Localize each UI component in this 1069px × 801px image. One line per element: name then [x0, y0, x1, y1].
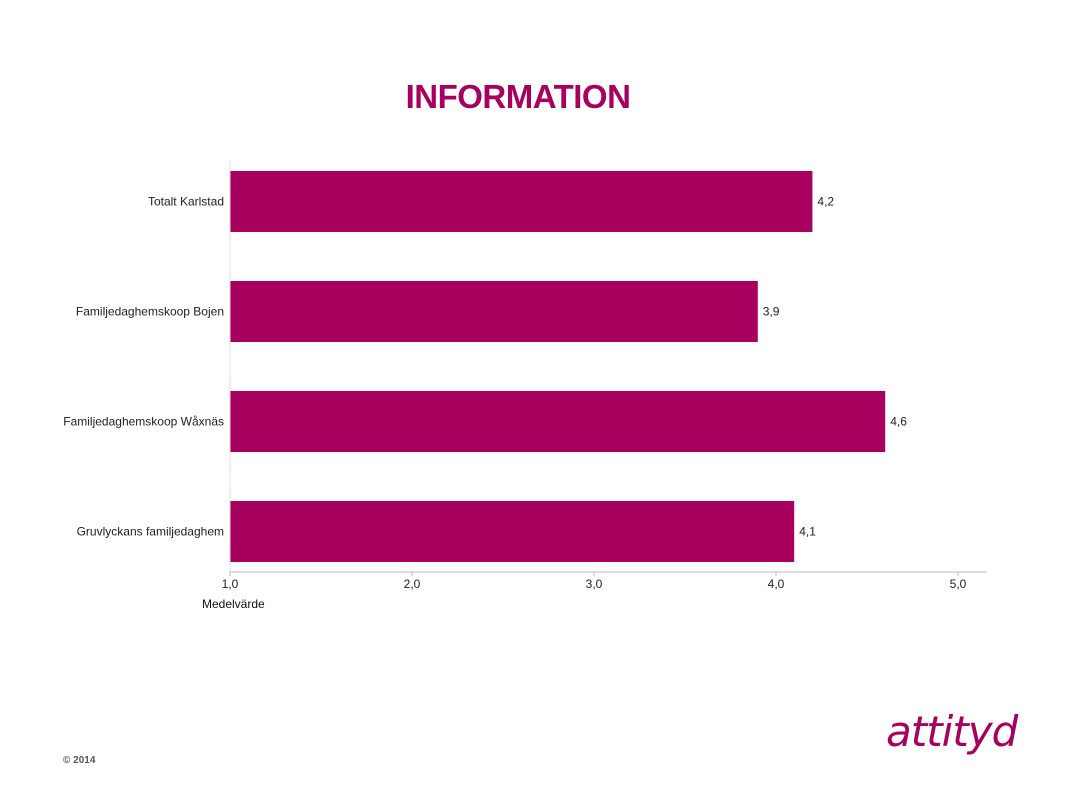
data-label: 4,1: [799, 525, 816, 539]
x-tick-label: 4,0: [768, 577, 785, 591]
bar: [230, 171, 813, 232]
bar: [230, 391, 886, 452]
data-label: 4,6: [890, 415, 907, 429]
bar: [230, 281, 758, 342]
chart-title: INFORMATION: [405, 78, 631, 115]
data-label: 4,2: [817, 195, 834, 209]
data-label: 3,9: [763, 305, 780, 319]
x-tick-label: 3,0: [586, 577, 603, 591]
category-label: Familjedaghemskoop Wåxnäs: [63, 415, 224, 429]
x-tick-label: 2,0: [404, 577, 421, 591]
category-label: Familjedaghemskoop Bojen: [76, 305, 224, 319]
attityd-logo: attityd: [886, 707, 1018, 756]
category-label: Gruvlyckans familjedaghem: [77, 525, 224, 539]
category-label: Totalt Karlstad: [148, 195, 224, 209]
bar: [230, 501, 795, 562]
x-tick-label: 1,0: [222, 577, 239, 591]
x-axis-title: Medelvärde: [202, 597, 265, 611]
copyright-text: © 2014: [63, 755, 96, 766]
x-tick-label: 5,0: [950, 577, 967, 591]
